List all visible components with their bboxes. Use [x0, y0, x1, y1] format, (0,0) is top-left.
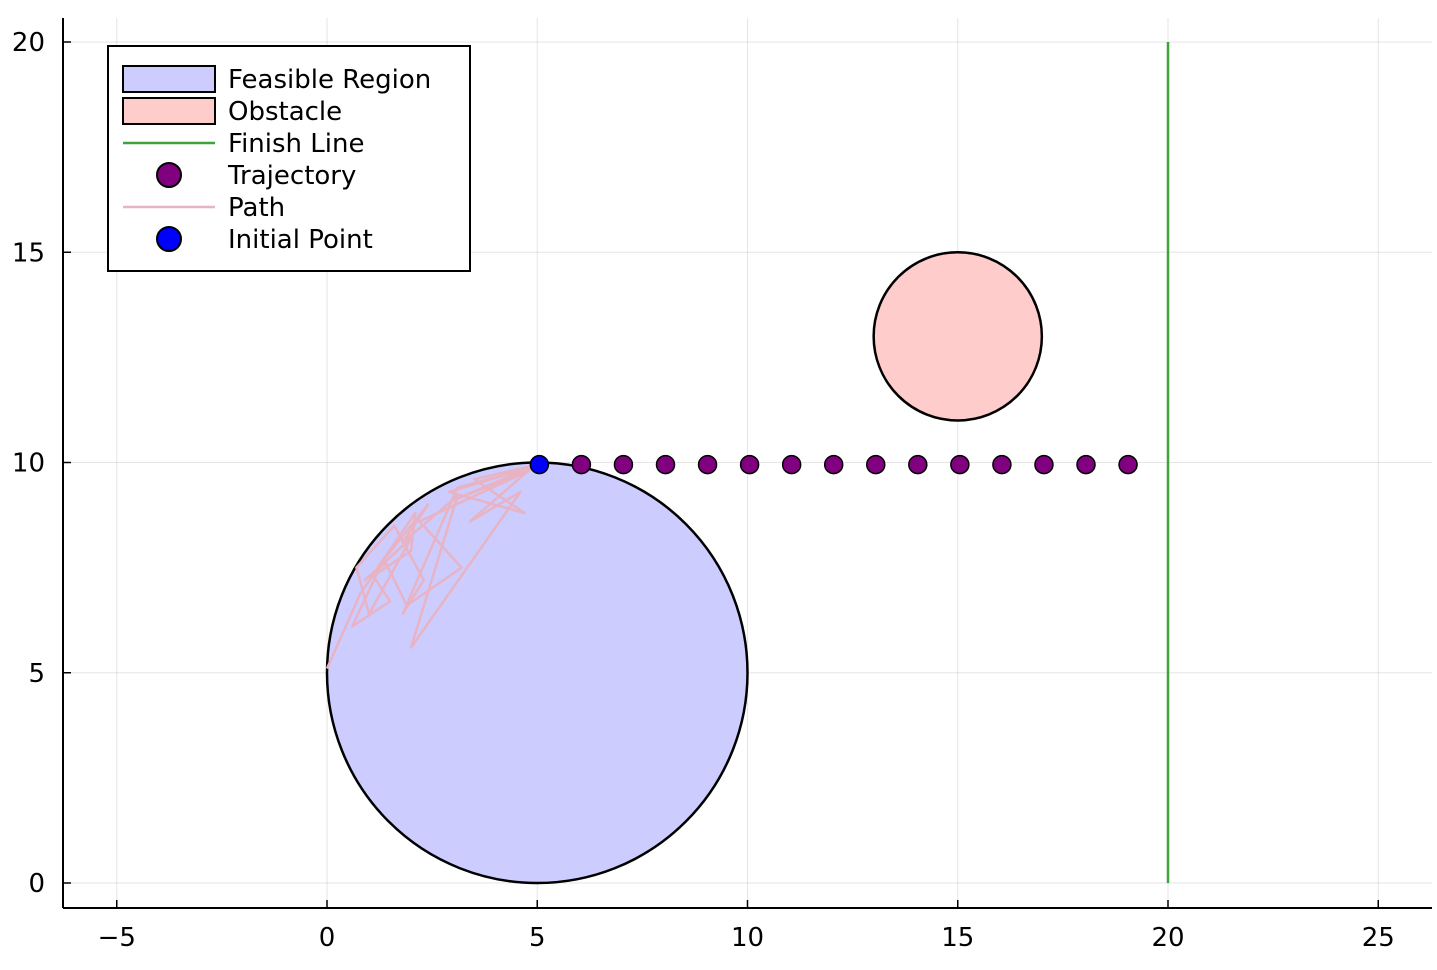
x-tick-label: −5: [98, 923, 136, 953]
y-tick-label: 5: [28, 659, 45, 689]
y-tick-label: 10: [12, 449, 45, 479]
y-tick-label: 20: [12, 28, 45, 58]
trajectory-point: [1035, 456, 1053, 474]
trajectory-point: [614, 456, 632, 474]
legend-obstacle-label: Obstacle: [228, 97, 342, 127]
trajectory-point: [572, 456, 590, 474]
y-tick-label: 0: [28, 869, 45, 899]
trajectory-point: [867, 456, 885, 474]
feasible-region-circle: [327, 463, 748, 884]
y-tick-label: 15: [12, 238, 45, 268]
legend-feasible-region-label: Feasible Region: [228, 65, 431, 95]
trajectory-point: [783, 456, 801, 474]
x-tick-label: 0: [319, 923, 336, 953]
obstacle-circle: [874, 252, 1042, 420]
x-tick-label: 20: [1151, 923, 1184, 953]
legend-path-label: Path: [228, 193, 285, 223]
legend-initial-point-label: Initial Point: [228, 225, 373, 255]
x-tick-label: 15: [941, 923, 974, 953]
x-tick-label: 5: [529, 923, 546, 953]
legend-trajectory-label: Trajectory: [227, 161, 356, 191]
legend-initial-point-swatch: [157, 227, 181, 251]
trajectory-point: [1077, 456, 1095, 474]
trajectory-point: [1119, 456, 1137, 474]
trajectory-point: [741, 456, 759, 474]
legend-trajectory-swatch: [157, 163, 181, 187]
legend-obstacle-swatch: [123, 98, 215, 124]
trajectory-point: [951, 456, 969, 474]
trajectory-point: [657, 456, 675, 474]
initial-point: [530, 456, 548, 474]
trajectory-point: [909, 456, 927, 474]
trajectory-point: [825, 456, 843, 474]
trajectory-point: [993, 456, 1011, 474]
legend-finish-line-label: Finish Line: [228, 129, 364, 159]
trajectory-point: [699, 456, 717, 474]
x-tick-label: 25: [1362, 923, 1395, 953]
x-tick-label: 10: [731, 923, 764, 953]
legend-feasible-region-swatch: [123, 66, 215, 92]
